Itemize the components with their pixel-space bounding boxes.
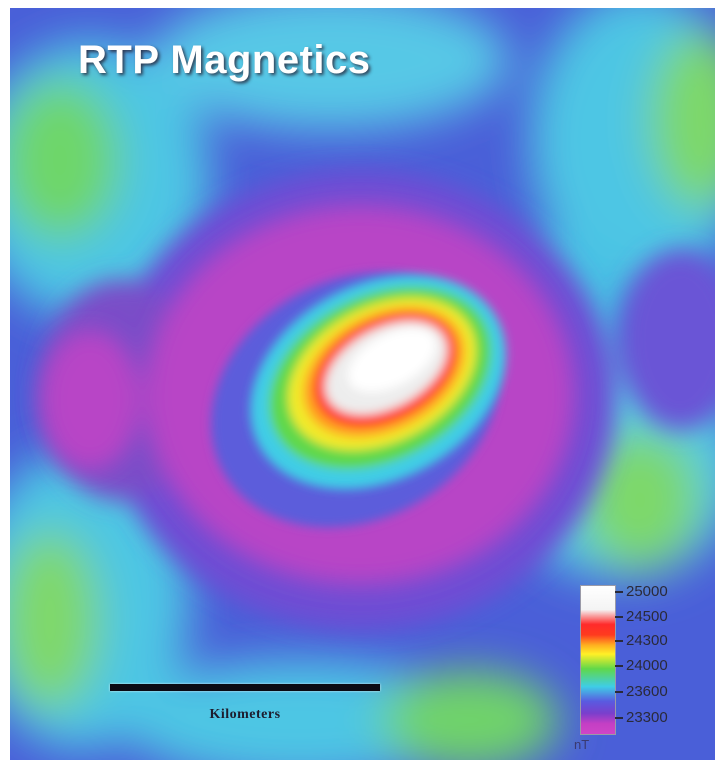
legend-tick [615, 717, 623, 719]
legend-tick [615, 691, 623, 693]
legend-label-25000: 25000 [626, 583, 668, 600]
legend-color-ramp [580, 585, 616, 735]
legend-tick [615, 640, 623, 642]
legend-label-23600: 23600 [626, 683, 668, 700]
color-legend: 25000 24500 24300 24000 23600 23300 nT [574, 583, 710, 765]
legend-tick [615, 665, 623, 667]
scale-bar-label: Kilometers [209, 707, 281, 722]
map-title: RTP Magnetics [78, 38, 371, 82]
scale-bar [110, 684, 380, 691]
legend-label-24300: 24300 [626, 632, 668, 649]
legend-label-23300: 23300 [626, 709, 668, 726]
legend-unit: nT [574, 737, 590, 752]
legend-label-24000: 24000 [626, 657, 668, 674]
legend-tick [615, 616, 623, 618]
legend-label-24500: 24500 [626, 608, 668, 625]
legend-tick [615, 591, 623, 593]
